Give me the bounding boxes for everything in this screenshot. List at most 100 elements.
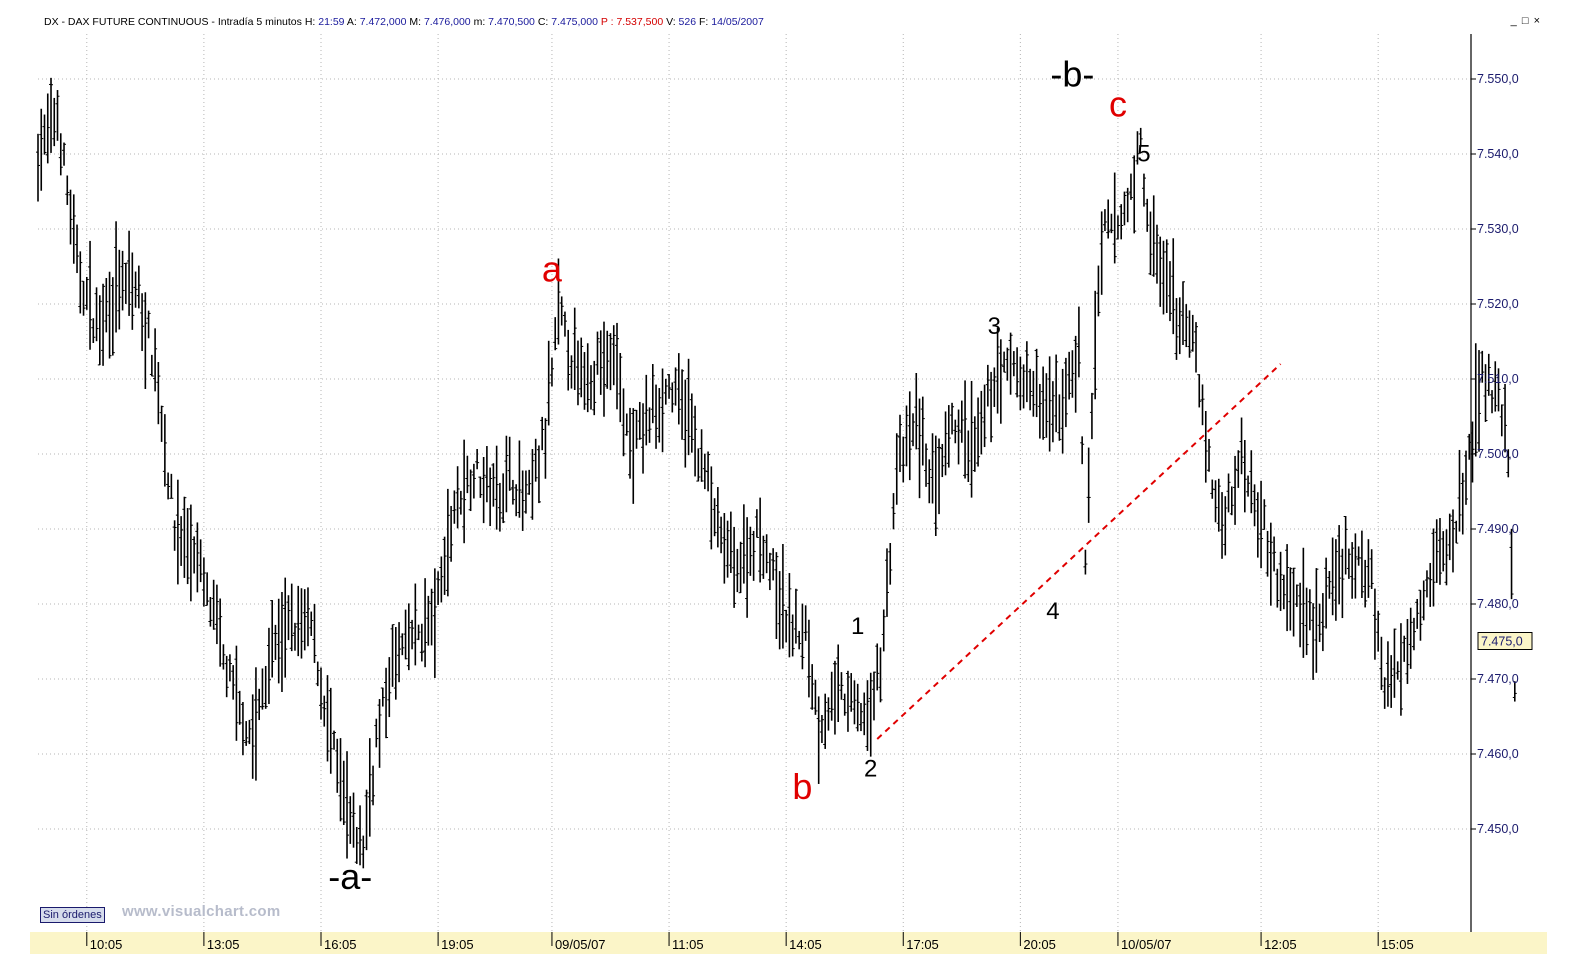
- ohlc-bar: [1288, 567, 1293, 631]
- ohlc-bar: [842, 693, 847, 716]
- ohlc-bar: [410, 619, 415, 650]
- ohlc-bar: [387, 657, 392, 718]
- ohlc-bar: [195, 522, 200, 593]
- ohlc-bar: [1018, 356, 1023, 411]
- ohlc-bar: [1434, 519, 1439, 583]
- ohlc-bar: [1418, 589, 1423, 641]
- ohlc-bar: [884, 548, 889, 617]
- ohlc-bar: [273, 624, 278, 660]
- ohlc-bar: [49, 77, 54, 153]
- ohlc-bar: [117, 249, 122, 330]
- ohlc-bar: [123, 262, 128, 304]
- ohlc-bar: [754, 509, 759, 538]
- ohlc-bar: [1457, 449, 1462, 532]
- ohlc-bar: [263, 665, 268, 709]
- wave-label: -a-: [328, 856, 372, 897]
- ohlc-bar: [465, 455, 470, 494]
- ohlc-bar: [1441, 531, 1446, 572]
- ohlc-bar: [1216, 478, 1221, 532]
- ohlc-bar: [1376, 610, 1381, 652]
- ohlc-bar: [787, 573, 792, 658]
- minimize-icon[interactable]: _: [1510, 15, 1518, 27]
- ohlc-bar: [924, 443, 929, 487]
- ohlc-bar: [1086, 447, 1091, 523]
- ohlc-bar: [247, 719, 252, 745]
- wave-label: 2: [864, 756, 877, 783]
- ohlc-bar: [1229, 486, 1234, 516]
- ohlc-bar: [1148, 211, 1153, 276]
- ohlc-bar: [1353, 533, 1358, 599]
- close-icon[interactable]: ×: [1533, 15, 1541, 27]
- ohlc-bar: [140, 293, 145, 352]
- ohlc-bar: [198, 539, 203, 583]
- ohlc-bar: [598, 330, 603, 395]
- ohlc-bar: [1398, 623, 1403, 716]
- ohlc-bar: [572, 307, 577, 391]
- x-tick-label: 19:05: [441, 937, 474, 952]
- ohlc-bar: [953, 419, 958, 444]
- ohlc-bar: [1242, 440, 1247, 513]
- ohlc-bar: [481, 456, 486, 524]
- ohlc-bar: [234, 645, 239, 741]
- ohlc-bar: [266, 627, 271, 705]
- wave-label: 4: [1046, 598, 1059, 625]
- y-tick-label: 7.550,0: [1477, 72, 1519, 86]
- ohlc-bar: [371, 765, 376, 806]
- ohlc-bar: [1496, 368, 1501, 412]
- ohlc-bar: [523, 470, 528, 514]
- ohlc-bar: [715, 487, 720, 548]
- ohlc-bar: [553, 317, 558, 351]
- ohlc-bar: [462, 439, 467, 544]
- ohlc-bar: [1109, 213, 1114, 234]
- ohlc-bar: [982, 384, 987, 448]
- ohlc-bar: [1509, 528, 1514, 600]
- ohlc-bar: [907, 391, 912, 481]
- ohlc-bar: [257, 688, 262, 721]
- ohlc-bar: [1291, 567, 1296, 637]
- ohlc-bar: [84, 276, 89, 310]
- ohlc-bar: [175, 479, 180, 585]
- previous-label: P :: [600, 16, 614, 28]
- last-price-label: 7.475,0: [1481, 635, 1523, 649]
- ohlc-bar: [559, 296, 564, 326]
- ohlc-bar: [309, 611, 314, 636]
- ohlc-bar: [1424, 570, 1429, 598]
- ohlc-bar: [1304, 587, 1309, 656]
- ohlc-bar: [393, 627, 398, 700]
- ohlc-bar: [55, 90, 60, 141]
- ohlc-bar: [1405, 618, 1410, 684]
- ohlc-bar: [240, 702, 245, 756]
- ohlc-bar: [1503, 383, 1508, 453]
- ohlc-bar: [36, 133, 40, 202]
- ohlc-bar: [114, 221, 119, 333]
- ohlc-bar: [400, 633, 405, 656]
- ohlc-bar: [823, 693, 828, 749]
- ohlc-bar: [146, 310, 151, 339]
- ohlc-bar: [1512, 681, 1517, 702]
- ohlc-bar: [475, 449, 480, 470]
- ohlc-bar: [667, 374, 672, 399]
- ohlc-bar: [1167, 261, 1172, 322]
- no-orders-button[interactable]: Sin órdenes: [40, 907, 105, 923]
- ohlc-bar: [468, 469, 473, 512]
- ohlc-bar: [1190, 314, 1195, 352]
- ohlc-bar: [1021, 364, 1026, 409]
- ohlc-bar: [296, 585, 301, 657]
- maximize-icon[interactable]: □: [1521, 15, 1530, 27]
- ohlc-bar: [686, 358, 691, 456]
- ohlc-bar: [585, 343, 590, 413]
- ohlc-bar: [898, 414, 903, 473]
- y-tick-label: 7.540,0: [1477, 147, 1519, 161]
- ohlc-bar: [1389, 655, 1394, 708]
- ohlc-bar: [88, 240, 93, 350]
- ohlc-bar: [374, 718, 379, 748]
- ohlc-bar: [1125, 187, 1130, 223]
- time-axis: 10:05 13:05 16:05 19:05 09/05/07 11:05 14:05 17…: [86, 932, 1414, 952]
- ohlc-bar: [963, 380, 968, 479]
- ohlc-bar: [1099, 211, 1104, 295]
- ohlc-bar: [956, 409, 961, 465]
- ohlc-bar: [1239, 417, 1244, 475]
- ohlc-bar: [1135, 131, 1140, 165]
- ohlc-bar: [683, 379, 688, 468]
